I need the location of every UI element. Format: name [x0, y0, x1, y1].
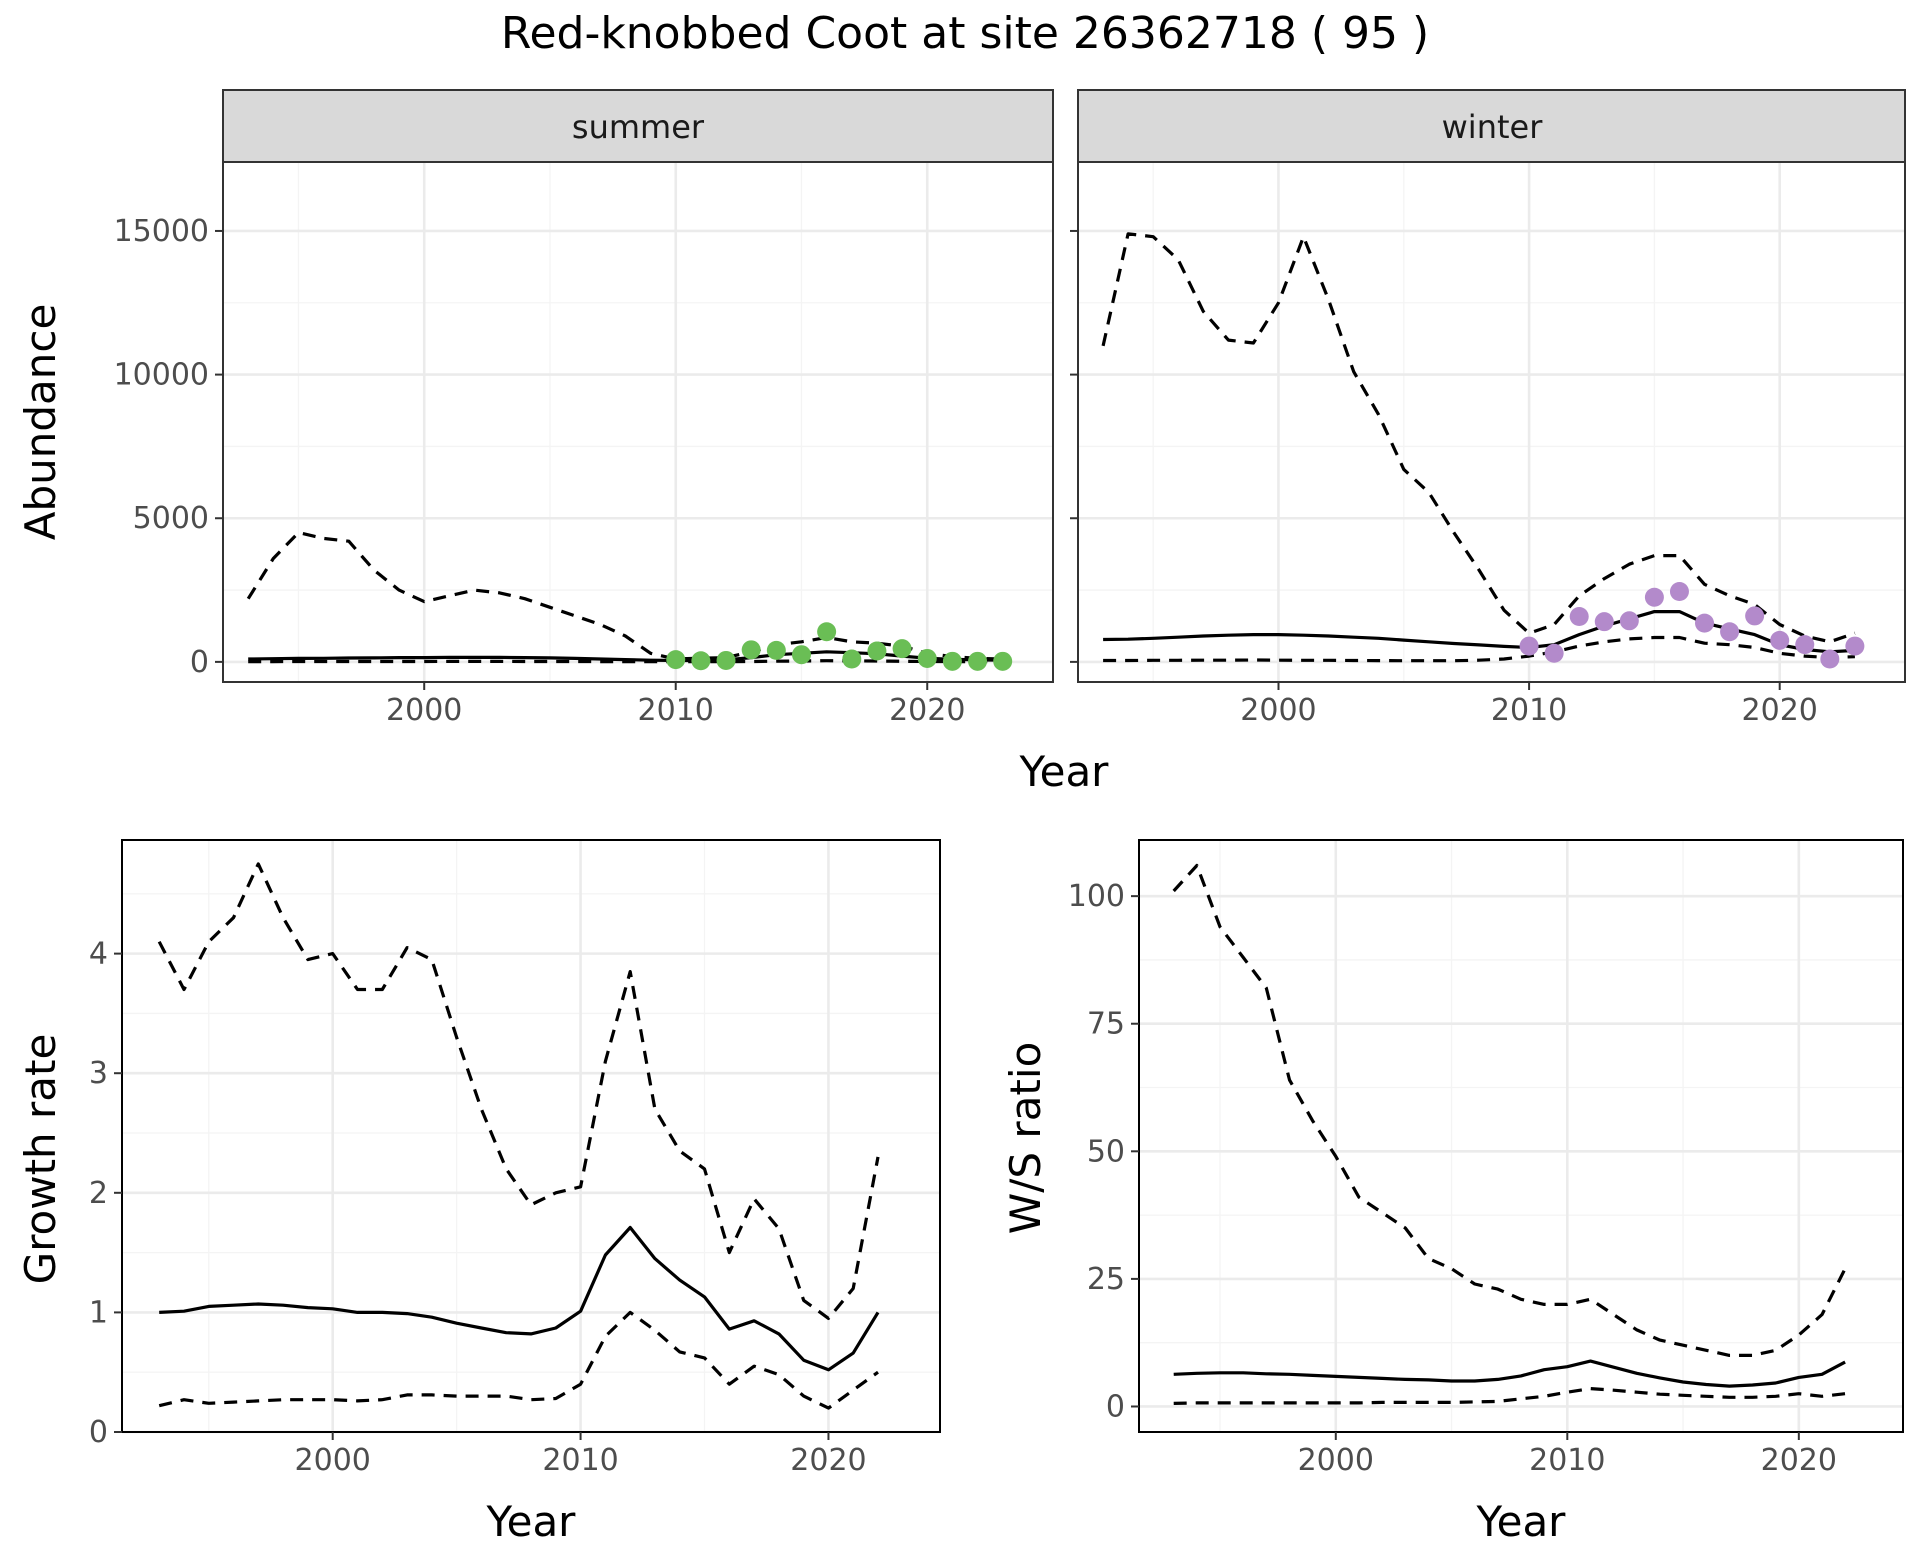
plot-winter: 2000 2010 2020 — [1070, 161, 1906, 728]
series-line-lower — [158, 1310, 879, 1410]
plot-growth-rate: 2000 2010 2020 0 1 2 3 4 — [89, 839, 941, 1478]
data-point — [867, 641, 887, 661]
series-line-estimate — [159, 1225, 880, 1372]
data-point — [1820, 649, 1840, 669]
x-tick-label: 2000 — [386, 693, 462, 728]
x-tick-label: 2000 — [1298, 1443, 1374, 1478]
strip-summer — [222, 89, 1054, 163]
data-point — [892, 639, 912, 659]
x-tick-label: 2010 — [1529, 1443, 1605, 1478]
series-line-lower — [248, 659, 1003, 664]
data-point — [1845, 636, 1865, 656]
data-point — [1795, 635, 1815, 655]
plot-frame — [1138, 839, 1904, 1433]
series-line-upper — [1101, 232, 1856, 644]
data-point — [1619, 611, 1639, 631]
x-tick-label: 2020 — [889, 693, 965, 728]
plot-ws-ratio: 2000 2010 2020 0 25 50 75 100 — [1068, 839, 1904, 1478]
data-point — [1745, 606, 1765, 626]
series-line-lower — [1173, 1387, 1846, 1405]
data-point — [1695, 613, 1715, 633]
data-point — [993, 651, 1013, 671]
y-tick-label: 0 — [89, 1415, 108, 1450]
data-point — [1644, 587, 1664, 607]
y-tick-label: 5000 — [133, 501, 209, 536]
panel-growth-rate: 2000 2010 2020 0 1 2 3 4 Growth rate Year — [16, 839, 941, 1546]
y-tick-label: 3 — [89, 1056, 108, 1091]
data-point — [691, 651, 711, 671]
plot-background — [122, 840, 940, 1432]
y-tick-label: 2 — [89, 1176, 108, 1211]
strip-label-winter: winter — [1442, 108, 1544, 146]
y-axis-title-abundance: Abundance — [16, 304, 65, 541]
x-tick-label: 2010 — [638, 693, 714, 728]
data-point — [817, 622, 837, 642]
y-tick-label: 0 — [190, 645, 209, 680]
data-point — [842, 649, 862, 669]
data-point — [942, 651, 962, 671]
data-point — [968, 651, 988, 671]
series-line-lower — [1103, 635, 1855, 663]
x-tick-label: 2020 — [1742, 693, 1818, 728]
data-point — [1519, 636, 1539, 656]
y-axis-title-ws-ratio: W/S ratio — [1001, 1042, 1050, 1235]
panel-winter: winter 2000 2010 2020 — [1070, 89, 1906, 728]
x-tick-label: 2020 — [790, 1443, 866, 1478]
data-point — [1770, 630, 1790, 650]
data-point — [666, 650, 686, 670]
x-tick-label: 2000 — [295, 1443, 371, 1478]
strip-winter — [1077, 89, 1906, 163]
chart-title: Red-knobbed Coot at site 26362718 ( 95 ) — [501, 8, 1429, 59]
series-line-upper — [157, 862, 880, 1320]
y-tick-label: 100 — [1068, 879, 1125, 914]
y-tick-label: 10000 — [114, 358, 209, 393]
panel-summer: summer 2000 2010 2020 0 5000 10000 15000 Abund… — [16, 89, 1054, 728]
data-point — [1594, 612, 1614, 632]
data-point — [766, 640, 786, 660]
x-tick-label: 2010 — [1491, 693, 1567, 728]
data-point — [1720, 622, 1740, 642]
x-tick-label: 2000 — [1240, 693, 1316, 728]
data-point — [1669, 582, 1689, 602]
plot-background — [1139, 840, 1903, 1432]
plot-frame — [121, 839, 941, 1433]
strip-label-summer: summer — [572, 108, 705, 146]
x-axis-title-growth-rate: Year — [486, 1497, 577, 1546]
plot-frame — [222, 161, 1054, 683]
x-axis-title-ws-ratio: Year — [1476, 1497, 1567, 1546]
plot-summer: 2000 2010 2020 0 5000 10000 15000 — [114, 161, 1054, 728]
plot-background — [223, 162, 1053, 682]
x-axis-title-top: Year — [1019, 747, 1110, 796]
series-line-upper — [246, 531, 1003, 661]
y-tick-label: 15000 — [114, 214, 209, 249]
y-tick-label: 1 — [89, 1295, 108, 1330]
x-tick-label: 2020 — [1761, 1443, 1837, 1478]
panel-ws-ratio: 2000 2010 2020 0 25 50 75 100 W/S ratio Year — [1001, 839, 1904, 1546]
y-tick-label: 4 — [89, 937, 108, 972]
y-tick-label: 75 — [1087, 1007, 1125, 1042]
plot-frame — [1077, 161, 1906, 683]
plot-background — [1078, 162, 1905, 682]
y-tick-label: 0 — [1106, 1389, 1125, 1424]
data-point — [791, 645, 811, 665]
data-point — [917, 648, 937, 668]
data-point — [741, 640, 761, 660]
y-tick-label: 50 — [1087, 1134, 1125, 1169]
y-tick-label: 25 — [1087, 1262, 1125, 1297]
data-point — [1569, 606, 1589, 626]
series-line-estimate — [1173, 1359, 1846, 1388]
y-axis-title-growth-rate: Growth rate — [16, 1034, 65, 1285]
data-point — [1544, 643, 1564, 663]
data-point — [716, 650, 736, 670]
x-tick-label: 2010 — [542, 1443, 618, 1478]
